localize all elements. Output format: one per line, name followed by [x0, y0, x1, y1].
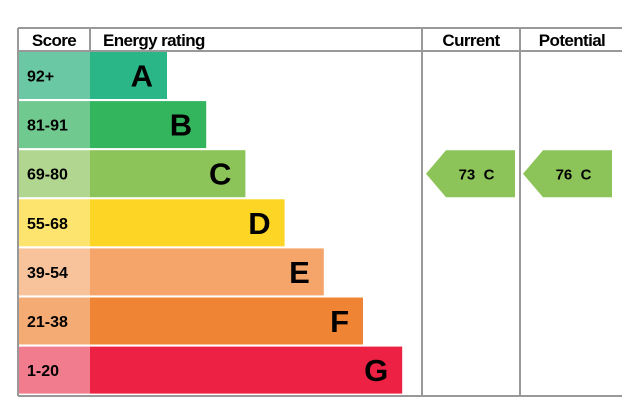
band-letter-e: E [289, 255, 310, 290]
band-letter-c: C [209, 157, 231, 192]
potential-rating-arrow [523, 150, 612, 198]
score-cell-a [19, 52, 90, 99]
band-bar-e [90, 248, 324, 296]
band-bar-a [90, 52, 167, 99]
band-letter-f: F [330, 304, 349, 339]
band-letter-d: D [248, 206, 270, 241]
score-range-g: 1-20 [27, 363, 59, 380]
score-cell-b [19, 101, 90, 149]
band-letter-a: A [131, 59, 153, 94]
score-cell-d [19, 199, 90, 247]
header-energy-rating: Energy rating [103, 31, 205, 50]
band-bar-d [90, 199, 285, 247]
header-potential: Potential [539, 31, 605, 50]
score-range-e: 39-54 [27, 265, 68, 282]
band-bar-f [90, 297, 363, 345]
header-score: Score [32, 31, 76, 50]
score-range-b: 81-91 [27, 118, 68, 135]
score-cell-e [19, 248, 90, 296]
band-bar-b [90, 101, 207, 149]
bands-layer: 92+ A 81-91 B 69-80 C 55-68 D 39-54 E 21-38 F 1-20 G [19, 52, 403, 394]
score-cell-f [19, 297, 90, 345]
score-range-c: 69-80 [27, 167, 68, 184]
band-bar-c [90, 150, 246, 198]
score-range-d: 55-68 [27, 216, 68, 233]
score-cell-g [19, 346, 90, 394]
current-rating-arrow [426, 150, 515, 198]
table-grid [17, 27, 622, 397]
score-cell-c [19, 150, 90, 198]
band-letter-b: B [170, 108, 192, 143]
score-range-a: 92+ [27, 69, 54, 86]
arrows-layer: 73 C 76 C [426, 150, 612, 198]
potential-rating-label: 76 C [556, 167, 592, 184]
band-letter-g: G [364, 353, 388, 388]
band-bar-g [90, 346, 403, 394]
header-current: Current [442, 31, 500, 50]
current-rating-label: 73 C [459, 167, 495, 184]
score-range-f: 21-38 [27, 314, 68, 331]
